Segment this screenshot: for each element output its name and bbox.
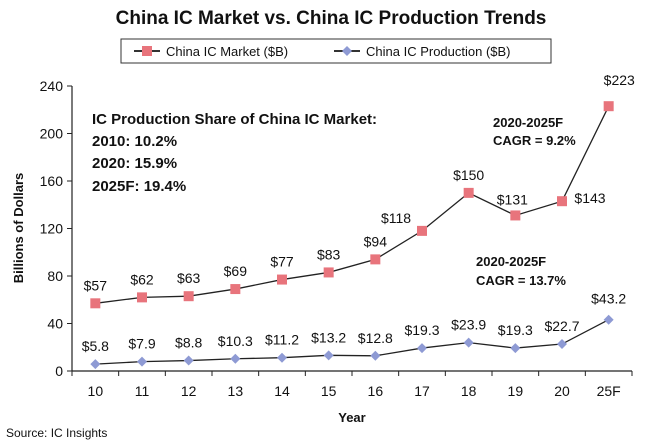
market-data-label: $62: [130, 271, 154, 287]
x-tick-label: 25F: [597, 383, 621, 399]
production-data-label: $22.7: [544, 318, 579, 334]
market-point: [90, 298, 101, 309]
x-ticks: 10 11 12 13 14 15 16 17 18 19 20 25F: [71, 371, 633, 399]
market-data-label: $223: [604, 72, 635, 88]
production-data-label: $10.3: [218, 333, 253, 349]
x-tick-label: 15: [321, 383, 337, 399]
market-point: [557, 196, 567, 207]
market-cagr-period: 2020-2025F: [493, 115, 563, 130]
market-point: [277, 274, 287, 285]
x-tick-label: 17: [414, 383, 430, 399]
market-point: [603, 101, 614, 112]
market-point: [183, 291, 194, 302]
market-point: [463, 187, 474, 198]
production-point: [230, 353, 241, 364]
production-cagr-period: 2020-2025F: [476, 254, 546, 269]
x-tick-label: 16: [368, 383, 384, 399]
source-note: Source: IC Insights: [6, 426, 107, 440]
production-data-label: $12.8: [358, 330, 393, 346]
share-line-2010: 2010: 10.2%: [92, 133, 177, 150]
production-point: [90, 359, 101, 370]
x-tick-label: 14: [274, 383, 290, 399]
market-data-label: $57: [84, 277, 108, 293]
share-title: IC Production Share of China IC Market:: [92, 111, 377, 128]
production-data-label: $19.3: [404, 322, 439, 338]
x-tick-label: 18: [461, 383, 477, 399]
market-cagr-annotation: 2020-2025F CAGR = 9.2%: [493, 115, 576, 148]
x-tick-label: 10: [88, 383, 104, 399]
x-tick-label: 11: [135, 383, 150, 399]
series-market: $57 $62 $63 $69 $77 $83 $94 $118 $150 $131 $143 $22…: [84, 72, 635, 309]
production-cagr-annotation: 2020-2025F CAGR = 13.7%: [476, 254, 566, 288]
legend-label-production: China IC Production ($B): [366, 44, 511, 59]
production-point: [370, 350, 381, 361]
y-tick-label: 120: [40, 221, 64, 237]
market-point: [137, 292, 147, 303]
x-tick-label: 20: [554, 383, 570, 399]
production-data-label: $11.2: [265, 332, 299, 348]
legend-marker-production: [342, 46, 352, 56]
production-point: [323, 350, 334, 361]
share-line-2020: 2020: 15.9%: [92, 155, 177, 172]
production-point: [417, 343, 427, 354]
share-line-2025: 2025F: 19.4%: [92, 178, 186, 195]
market-data-label: $143: [574, 190, 605, 206]
market-data-label: $77: [270, 254, 294, 270]
production-point: [277, 352, 287, 363]
y-tick-label: 0: [55, 363, 63, 379]
series-line: [95, 105, 610, 304]
y-tick-label: 160: [40, 173, 64, 189]
legend-label-market: China IC Market ($B): [166, 44, 288, 59]
y-tick-label: 40: [47, 316, 63, 332]
market-data-label: $150: [453, 167, 484, 183]
market-data-label: $69: [224, 263, 248, 279]
x-tick-label: 12: [181, 383, 197, 399]
legend-marker-market: [142, 46, 152, 56]
production-data-label: $23.9: [451, 317, 486, 333]
market-point: [323, 267, 334, 278]
market-point: [417, 225, 427, 236]
series-line: [95, 319, 609, 365]
y-tick-label: 240: [40, 78, 64, 94]
market-data-label: $94: [364, 233, 388, 249]
y-axis-label: Billions of Dollars: [11, 173, 26, 284]
share-annotation: IC Production Share of China IC Market: …: [92, 111, 377, 195]
market-data-label: $63: [177, 270, 201, 286]
production-data-label: $5.8: [82, 338, 109, 354]
market-point: [230, 284, 241, 295]
production-data-label: $43.2: [591, 291, 626, 307]
y-ticks: 0 40 80 120 160 200 240: [40, 78, 72, 379]
x-axis-label: Year: [338, 410, 365, 425]
market-point: [370, 254, 381, 265]
market-data-label: $118: [381, 210, 411, 226]
production-data-label: $19.3: [498, 322, 533, 338]
production-point: [183, 355, 194, 366]
production-point: [137, 356, 147, 367]
market-data-label: $83: [317, 246, 341, 262]
market-point: [510, 210, 521, 221]
production-cagr-value: CAGR = 13.7%: [476, 273, 566, 288]
market-data-label: $131: [497, 191, 528, 207]
x-tick-label: 19: [508, 383, 524, 399]
x-tick-label: 13: [228, 383, 244, 399]
production-data-label: $8.8: [175, 335, 202, 351]
production-point: [557, 339, 567, 350]
legend: China IC Market ($B) China IC Production…: [120, 38, 552, 64]
production-point: [603, 314, 614, 325]
series-production: $5.8 $7.9 $8.8 $10.3 $11.2 $13.2 $12.8 $19.3 $23…: [82, 291, 626, 370]
y-tick-label: 200: [40, 126, 64, 142]
production-point: [463, 337, 474, 348]
production-point: [510, 343, 521, 354]
market-cagr-value: CAGR = 9.2%: [493, 133, 576, 148]
chart-title: China IC Market vs. China IC Production …: [116, 8, 547, 29]
production-data-label: $7.9: [128, 336, 155, 352]
production-data-label: $13.2: [311, 329, 346, 345]
y-tick-label: 80: [47, 268, 63, 284]
